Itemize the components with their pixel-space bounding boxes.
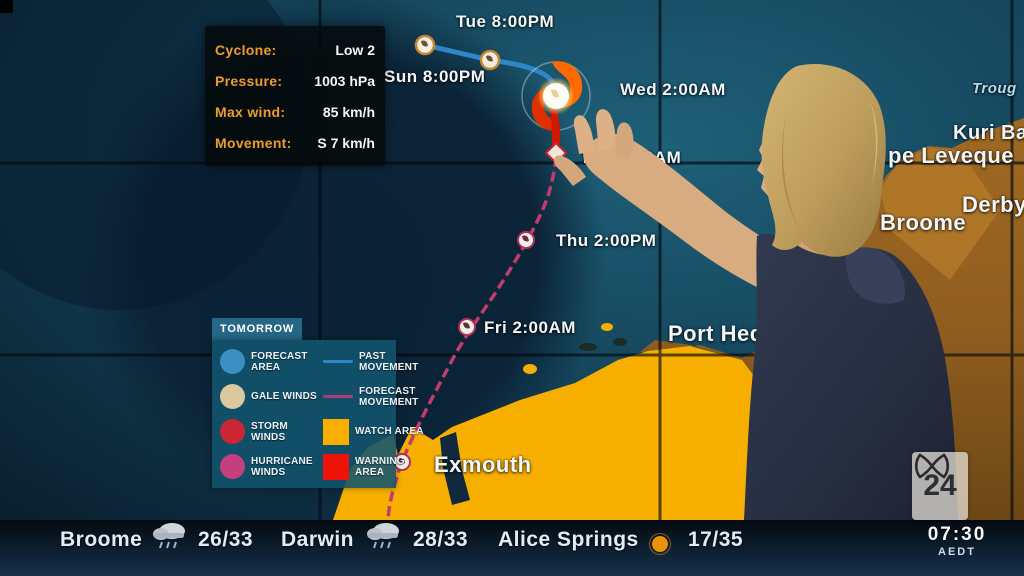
island <box>601 323 613 331</box>
abc-24-watermark: 24 <box>912 452 968 520</box>
legend-label: STORM WINDS <box>251 420 288 443</box>
forecast-position-marker <box>517 231 535 249</box>
corner-artifact <box>0 0 13 13</box>
forecast-track-line <box>386 111 560 521</box>
clock-timezone: AEDT <box>938 546 976 558</box>
legend-item: PAST MOVEMENT <box>321 345 429 379</box>
rain-cloud-icon <box>367 523 399 549</box>
square-yellow-icon <box>323 418 349 445</box>
info-row-movement: Movement: S 7 km/h <box>215 135 375 151</box>
legend-item: STORM WINDS <box>214 415 321 449</box>
past-position-marker <box>414 34 436 56</box>
info-value: Low 2 <box>335 41 375 58</box>
info-value: 85 km/h <box>322 103 375 120</box>
island <box>613 338 627 346</box>
cyclone-info-panel: Cyclone: Low 2 Pressure: 1003 hPa Max wi… <box>205 26 385 166</box>
past-position-marker <box>479 49 501 71</box>
info-label: Movement: <box>215 134 292 151</box>
legend-label: FORECAST AREA <box>251 350 308 373</box>
map-label-trough: Troug <box>972 80 1017 97</box>
legend-left-column: FORECAST AREA GALE WINDS STORM WINDS HUR… <box>214 344 321 484</box>
legend-right-column: PAST MOVEMENT FORECAST MOVEMENT WATCH AR… <box>321 344 429 484</box>
weather-ticker-bar: Broome 26/33 Darwin 28/33 Alice Springs … <box>0 520 1024 576</box>
gulf-notch <box>440 432 470 505</box>
map-label-port-hedland: Port Hed <box>668 321 764 346</box>
ticker-city: Alice Springs <box>498 528 639 551</box>
legend-label: WATCH AREA <box>355 426 424 437</box>
circle-blue-icon <box>220 349 245 374</box>
track-time-label-thu-am: Thu 2:00AM <box>580 148 682 167</box>
legend-item: WATCH AREA <box>321 415 429 449</box>
watermark-channel-number: 24 <box>923 469 957 502</box>
legend-item: FORECAST AREA <box>214 345 321 379</box>
clock-time: 07:30 <box>927 524 987 545</box>
ticker-city: Darwin <box>281 528 355 551</box>
track-time-label-fri: Fri 2:00AM <box>484 318 576 337</box>
info-value: S 7 km/h <box>317 134 375 151</box>
legend-tab-tomorrow: TOMORROW <box>212 318 302 340</box>
map-label-exmouth: Exmouth <box>434 452 532 477</box>
abc-lissajous-icon <box>914 453 950 479</box>
map-label-derby: Derby <box>962 192 1024 217</box>
rain-cloud-icon <box>153 523 185 549</box>
legend-item: WARNING AREA <box>321 450 429 484</box>
info-value: 1003 hPa <box>314 72 375 89</box>
map-label-cape-leveque: pe Leveque <box>888 143 1015 168</box>
info-row-max-wind: Max wind: 85 km/h <box>215 104 375 120</box>
track-time-label-wed: Wed 2:00AM <box>620 80 726 99</box>
info-label: Cyclone: <box>215 41 277 58</box>
ticker-city: Broome <box>60 528 143 551</box>
track-time-label-thu-pm: Thu 2:00PM <box>556 231 657 250</box>
island <box>579 343 597 351</box>
forecast-position-marker <box>458 318 476 336</box>
info-label: Pressure: <box>215 72 283 89</box>
circle-pink-icon <box>220 454 245 479</box>
legend-label: GALE WINDS <box>251 391 317 402</box>
map-label-broome: Broome <box>880 210 967 235</box>
legend-item: HURRICANE WINDS <box>214 450 321 484</box>
line-magenta-icon <box>323 395 353 398</box>
land-highlight <box>880 148 1000 280</box>
legend-item: FORECAST MOVEMENT <box>321 380 429 414</box>
broadcast-clock: 07:30 AEDT <box>922 524 992 558</box>
legend-label: PAST MOVEMENT <box>359 350 419 373</box>
legend-label: WARNING AREA <box>355 455 405 478</box>
ticker-temps: 26/33 <box>198 528 254 551</box>
info-row-cyclone: Cyclone: Low 2 <box>215 42 375 58</box>
map-legend: FORECAST AREA GALE WINDS STORM WINDS HUR… <box>212 340 423 488</box>
current-cyclone-symbol <box>521 61 591 152</box>
island <box>523 364 537 374</box>
info-label: Max wind: <box>215 103 286 120</box>
square-red-icon <box>323 453 349 480</box>
track-time-label-tue: Tue 8:00PM <box>456 12 555 31</box>
ticker-temps: 28/33 <box>413 528 469 551</box>
map-label-kuri-bay: Kuri Ba <box>953 122 1024 144</box>
sun-icon <box>648 532 672 556</box>
track-time-label-sun: Sun 8:00PM <box>384 67 486 86</box>
ticker-temps: 17/35 <box>688 528 744 551</box>
info-row-pressure: Pressure: 1003 hPa <box>215 73 375 89</box>
line-blue-icon <box>323 360 353 363</box>
watch-area <box>333 346 778 520</box>
legend-item: GALE WINDS <box>214 380 321 414</box>
circle-tan-icon <box>220 384 245 409</box>
legend-label: HURRICANE WINDS <box>251 455 313 478</box>
circle-red-icon <box>220 419 245 444</box>
legend-label: FORECAST MOVEMENT <box>359 385 419 408</box>
forecast-position-marker <box>393 453 411 471</box>
